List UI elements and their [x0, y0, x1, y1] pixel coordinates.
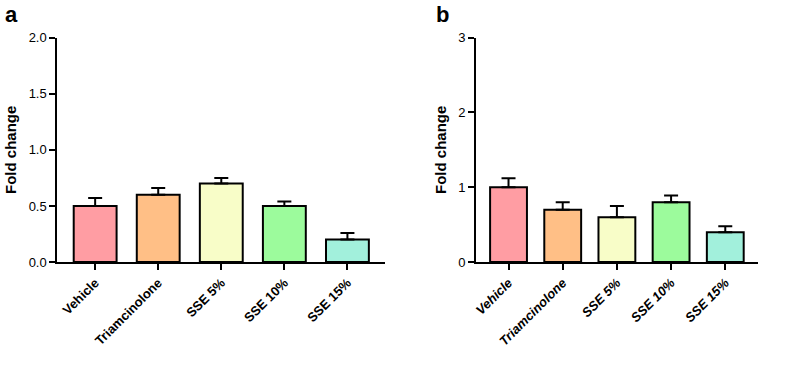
svg-text:1.0: 1.0: [29, 142, 47, 157]
svg-text:SSE 5%: SSE 5%: [183, 275, 228, 320]
svg-text:SSE 15%: SSE 15%: [682, 275, 732, 325]
svg-text:3: 3: [458, 30, 465, 45]
svg-text:1: 1: [458, 180, 465, 195]
svg-text:Triamcinolone: Triamcinolone: [92, 275, 165, 348]
svg-text:SSE 10%: SSE 10%: [241, 275, 291, 325]
svg-text:Fold change: Fold change: [432, 106, 449, 194]
svg-text:0.5: 0.5: [29, 199, 47, 214]
svg-text:2: 2: [458, 105, 465, 120]
svg-text:1.5: 1.5: [29, 86, 47, 101]
svg-text:Vehicle: Vehicle: [473, 275, 515, 317]
svg-text:SSE 5%: SSE 5%: [579, 275, 624, 320]
svg-text:SSE 15%: SSE 15%: [304, 275, 354, 325]
svg-text:0: 0: [458, 255, 465, 270]
svg-text:Vehicle: Vehicle: [60, 275, 102, 317]
svg-text:b: b: [436, 2, 449, 27]
svg-text:Triamcinolone: Triamcinolone: [496, 275, 569, 348]
svg-text:0.0: 0.0: [29, 255, 47, 270]
svg-text:2.0: 2.0: [29, 30, 47, 45]
svg-text:Fold change: Fold change: [2, 106, 19, 194]
svg-text:a: a: [5, 2, 18, 27]
svg-text:SSE 10%: SSE 10%: [628, 275, 678, 325]
